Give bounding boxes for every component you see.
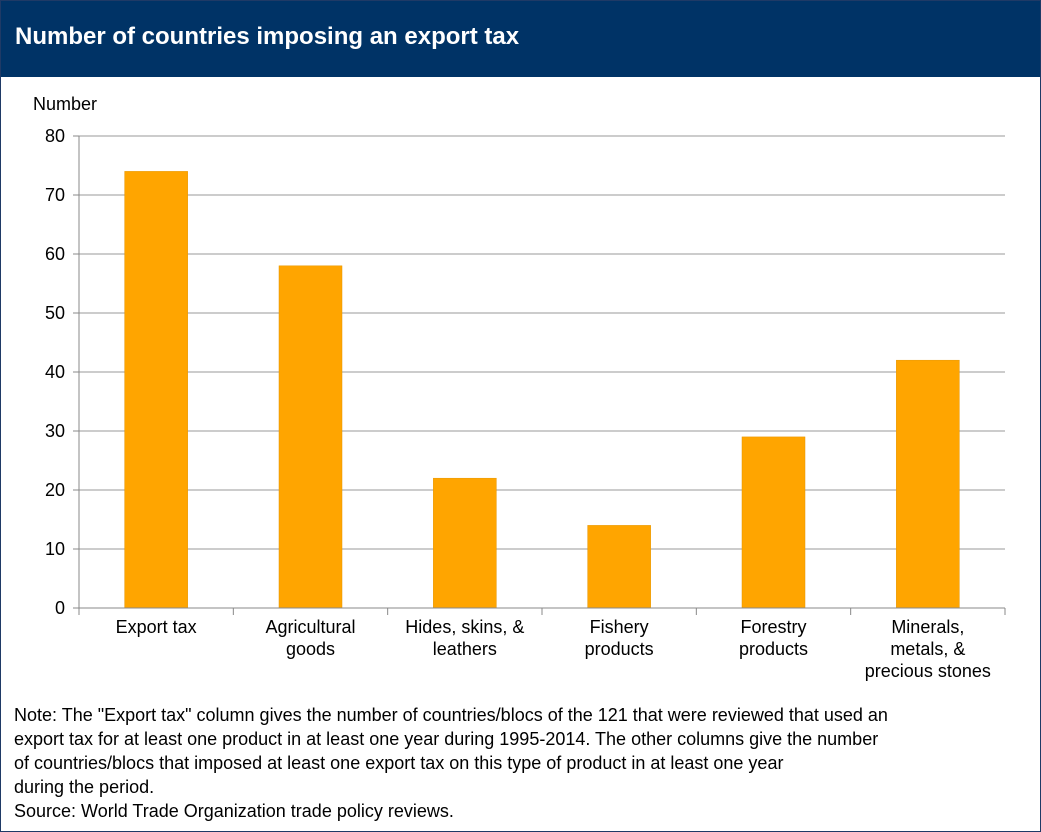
bar bbox=[587, 525, 651, 609]
y-tick-label: 40 bbox=[45, 362, 65, 382]
x-tick-label: metals, & bbox=[890, 639, 965, 659]
x-tick-label: Minerals, bbox=[891, 617, 964, 637]
x-tick-label: Export tax bbox=[116, 617, 197, 637]
x-tick-label: precious stones bbox=[865, 661, 991, 681]
y-tick-label: 80 bbox=[45, 126, 65, 146]
gridlines bbox=[79, 135, 1005, 550]
note-line: export tax for at least one product in a… bbox=[14, 729, 879, 749]
bar bbox=[741, 436, 806, 609]
note-line: of countries/blocs that imposed at least… bbox=[14, 753, 784, 773]
bar-chart: Number 0 10 20 30 40 50 60 70 80 Export tax Agric… bbox=[33, 94, 1006, 681]
y-tick-labels: 0 10 20 30 40 50 60 70 80 bbox=[45, 126, 65, 618]
y-tick-label: 70 bbox=[45, 185, 65, 205]
x-tick-label: Forestry bbox=[740, 617, 806, 637]
y-tick-label: 60 bbox=[45, 244, 65, 264]
x-tick-label: Hides, skins, & bbox=[405, 617, 524, 637]
y-tick-label: 10 bbox=[45, 539, 65, 559]
axes bbox=[73, 135, 1006, 615]
note-line: Note: The "Export tax" column gives the … bbox=[14, 705, 888, 725]
y-tick-label: 20 bbox=[45, 480, 65, 500]
bar bbox=[124, 171, 188, 609]
y-axis-label: Number bbox=[33, 94, 97, 114]
title-banner: Number of countries imposing an export t… bbox=[1, 1, 1040, 77]
bars bbox=[124, 171, 960, 609]
footnote: Note: The "Export tax" column gives the … bbox=[14, 703, 1034, 823]
chart-title: Number of countries imposing an export t… bbox=[15, 23, 520, 50]
y-tick-label: 30 bbox=[45, 421, 65, 441]
x-tick-label: goods bbox=[286, 639, 335, 659]
bar bbox=[433, 477, 497, 609]
source-line: Source: World Trade Organization trade p… bbox=[14, 801, 454, 821]
y-tick-label: 50 bbox=[45, 303, 65, 323]
note-line: during the period. bbox=[14, 777, 155, 797]
x-tick-label: Fishery bbox=[590, 617, 649, 637]
x-tick-label: Agricultural bbox=[265, 617, 355, 637]
bar bbox=[896, 359, 960, 609]
bar bbox=[278, 265, 343, 609]
x-tick-label: leathers bbox=[433, 639, 497, 659]
x-tick-label: products bbox=[585, 639, 654, 659]
x-tick-label: products bbox=[739, 639, 808, 659]
y-tick-label: 0 bbox=[55, 598, 65, 618]
